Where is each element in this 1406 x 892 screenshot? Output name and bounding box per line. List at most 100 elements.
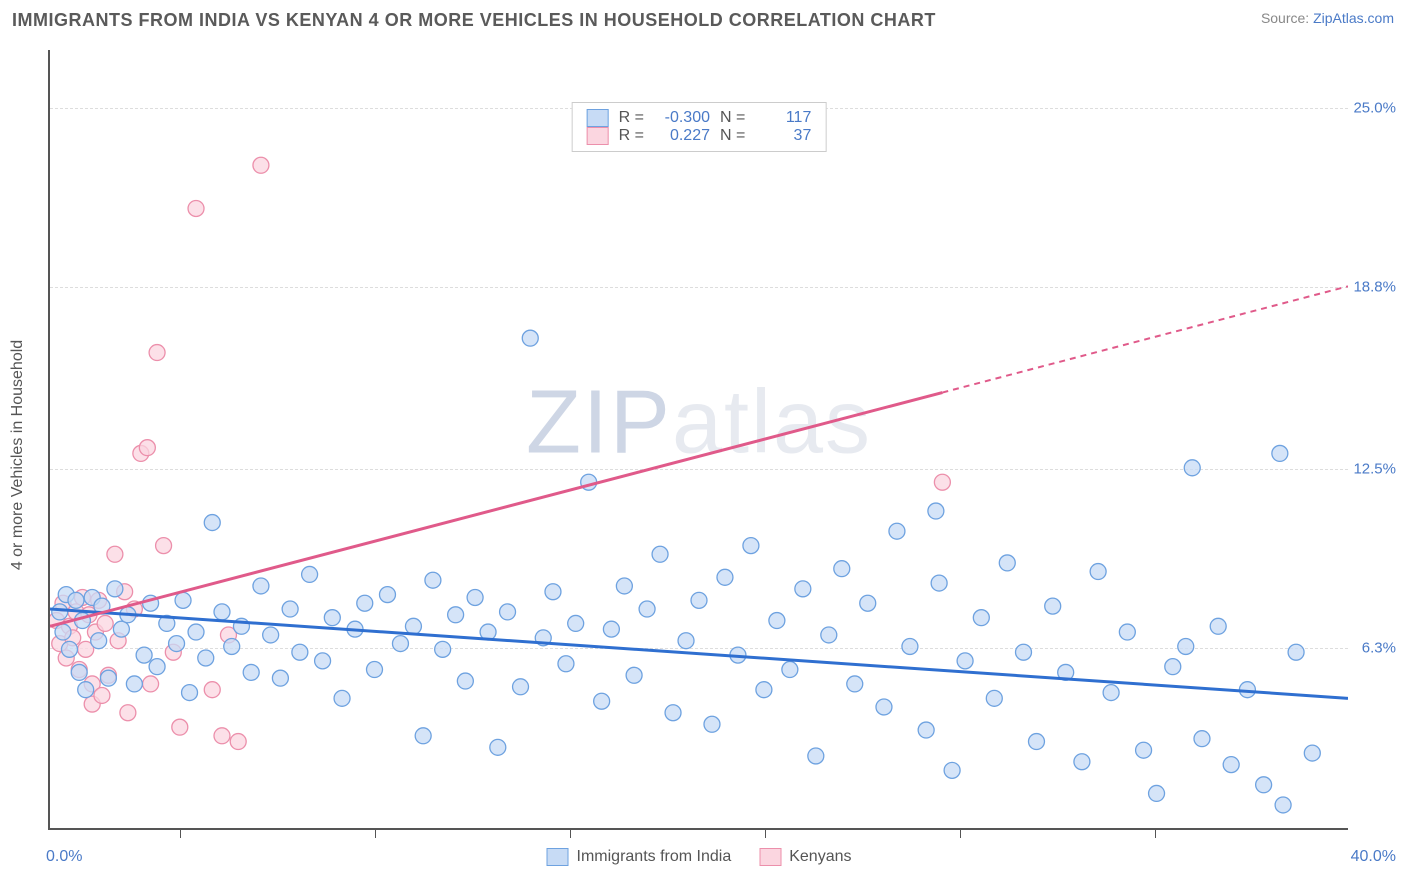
scatter-point — [415, 728, 431, 744]
stats-row-series-1: R = -0.300 N = 117 — [587, 109, 812, 127]
scatter-point — [808, 748, 824, 764]
scatter-point — [204, 682, 220, 698]
scatter-point — [120, 705, 136, 721]
scatter-point — [616, 578, 632, 594]
scatter-point — [1103, 685, 1119, 701]
scatter-point — [188, 201, 204, 217]
x-tick — [960, 828, 961, 838]
scatter-point — [1090, 564, 1106, 580]
scatter-point — [188, 624, 204, 640]
scatter-point — [302, 566, 318, 582]
header-bar: IMMIGRANTS FROM INDIA VS KENYAN 4 OR MOR… — [12, 10, 1394, 31]
scatter-point — [139, 440, 155, 456]
y-tick-label: 12.5% — [1353, 460, 1396, 477]
y-tick-label: 6.3% — [1362, 640, 1396, 657]
scatter-point — [691, 592, 707, 608]
scatter-point — [435, 641, 451, 657]
x-axis-min-label: 0.0% — [46, 848, 82, 866]
scatter-point — [107, 581, 123, 597]
scatter-point — [1288, 644, 1304, 660]
scatter-point — [169, 636, 185, 652]
scatter-point — [61, 641, 77, 657]
scatter-point — [568, 615, 584, 631]
scatter-point — [973, 610, 989, 626]
scatter-point — [156, 538, 172, 554]
chart-title: IMMIGRANTS FROM INDIA VS KENYAN 4 OR MOR… — [12, 10, 936, 31]
scatter-point — [558, 656, 574, 672]
scatter-point — [91, 633, 107, 649]
scatter-point — [1210, 618, 1226, 634]
stat-n-value-1: 117 — [755, 109, 811, 127]
x-tick — [1155, 828, 1156, 838]
scatter-point — [999, 555, 1015, 571]
scatter-point — [379, 587, 395, 603]
scatter-svg — [50, 50, 1348, 828]
scatter-point — [1028, 734, 1044, 750]
scatter-point — [944, 762, 960, 778]
scatter-point — [425, 572, 441, 588]
scatter-point — [126, 676, 142, 692]
scatter-point — [860, 595, 876, 611]
swatch-series-1 — [587, 109, 609, 127]
y-tick-label: 18.8% — [1353, 278, 1396, 295]
scatter-point — [253, 157, 269, 173]
legend-label-2: Kenyans — [789, 848, 851, 866]
stat-r-label-1: R = — [619, 109, 644, 127]
plot-area: ZIPatlas R = -0.300 N = 117 R = 0.227 N … — [48, 50, 1348, 830]
scatter-point — [78, 682, 94, 698]
swatch-series-2 — [587, 127, 609, 145]
scatter-point — [1275, 797, 1291, 813]
scatter-point — [717, 569, 733, 585]
scatter-point — [392, 636, 408, 652]
trend-line — [50, 609, 1348, 698]
scatter-point — [214, 728, 230, 744]
scatter-point — [665, 705, 681, 721]
scatter-point — [1074, 754, 1090, 770]
scatter-point — [1256, 777, 1272, 793]
scatter-point — [652, 546, 668, 562]
x-tick — [570, 828, 571, 838]
scatter-point — [1178, 638, 1194, 654]
scatter-point — [795, 581, 811, 597]
scatter-point — [756, 682, 772, 698]
scatter-point — [55, 624, 71, 640]
scatter-point — [1304, 745, 1320, 761]
scatter-point — [743, 538, 759, 554]
scatter-point — [149, 659, 165, 675]
legend-item-1: Immigrants from India — [547, 848, 732, 866]
scatter-point — [1119, 624, 1135, 640]
correlation-stats-box: R = -0.300 N = 117 R = 0.227 N = 37 — [572, 102, 827, 152]
source-link[interactable]: ZipAtlas.com — [1313, 10, 1394, 26]
scatter-point — [107, 546, 123, 562]
scatter-point — [367, 662, 383, 678]
scatter-point — [500, 604, 516, 620]
scatter-point — [405, 618, 421, 634]
stat-n-value-2: 37 — [755, 127, 811, 145]
scatter-point — [876, 699, 892, 715]
scatter-point — [1184, 460, 1200, 476]
scatter-point — [243, 664, 259, 680]
stat-n-label-1: N = — [720, 109, 745, 127]
scatter-point — [1045, 598, 1061, 614]
scatter-point — [143, 676, 159, 692]
y-tick-label: 25.0% — [1353, 99, 1396, 116]
scatter-point — [490, 739, 506, 755]
scatter-point — [1136, 742, 1152, 758]
x-axis-max-label: 40.0% — [1351, 848, 1396, 866]
legend-label-1: Immigrants from India — [577, 848, 732, 866]
scatter-point — [315, 653, 331, 669]
scatter-point — [928, 503, 944, 519]
scatter-point — [467, 590, 483, 606]
legend-swatch-1 — [547, 848, 569, 866]
scatter-point — [889, 523, 905, 539]
stat-r-value-1: -0.300 — [654, 109, 710, 127]
scatter-point — [847, 676, 863, 692]
scatter-point — [918, 722, 934, 738]
scatter-point — [545, 584, 561, 600]
scatter-point — [71, 664, 87, 680]
source-attribution: Source: ZipAtlas.com — [1261, 10, 1394, 26]
scatter-point — [230, 734, 246, 750]
scatter-point — [1165, 659, 1181, 675]
scatter-point — [136, 647, 152, 663]
source-prefix: Source: — [1261, 10, 1313, 26]
